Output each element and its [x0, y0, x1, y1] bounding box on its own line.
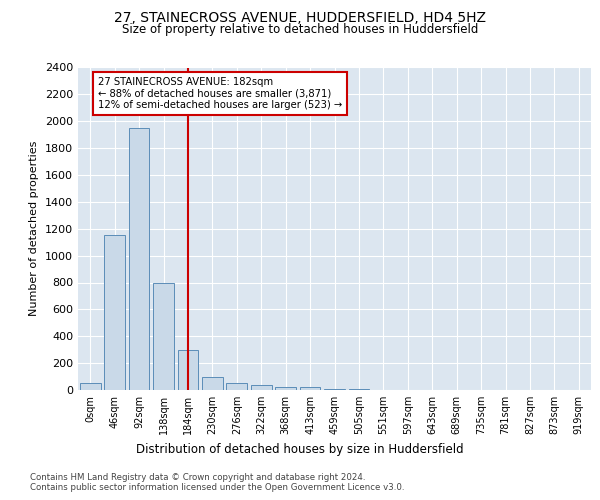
Text: Size of property relative to detached houses in Huddersfield: Size of property relative to detached ho… — [122, 22, 478, 36]
Text: Contains HM Land Registry data © Crown copyright and database right 2024.: Contains HM Land Registry data © Crown c… — [30, 472, 365, 482]
Bar — [226, 384, 247, 390]
Bar — [104, 236, 125, 390]
Bar — [128, 128, 149, 390]
Bar — [275, 388, 296, 390]
Text: 27 STAINECROSS AVENUE: 182sqm
← 88% of detached houses are smaller (3,871)
12% o: 27 STAINECROSS AVENUE: 182sqm ← 88% of d… — [98, 77, 342, 110]
Bar — [299, 388, 320, 390]
Bar — [251, 386, 272, 390]
Y-axis label: Number of detached properties: Number of detached properties — [29, 141, 40, 316]
Text: 27, STAINECROSS AVENUE, HUDDERSFIELD, HD4 5HZ: 27, STAINECROSS AVENUE, HUDDERSFIELD, HD… — [114, 11, 486, 25]
Bar — [324, 388, 345, 390]
Text: Contains public sector information licensed under the Open Government Licence v3: Contains public sector information licen… — [30, 482, 404, 492]
Bar — [178, 350, 199, 390]
Bar — [202, 376, 223, 390]
Bar — [80, 384, 101, 390]
Bar — [153, 282, 174, 390]
Text: Distribution of detached houses by size in Huddersfield: Distribution of detached houses by size … — [136, 442, 464, 456]
